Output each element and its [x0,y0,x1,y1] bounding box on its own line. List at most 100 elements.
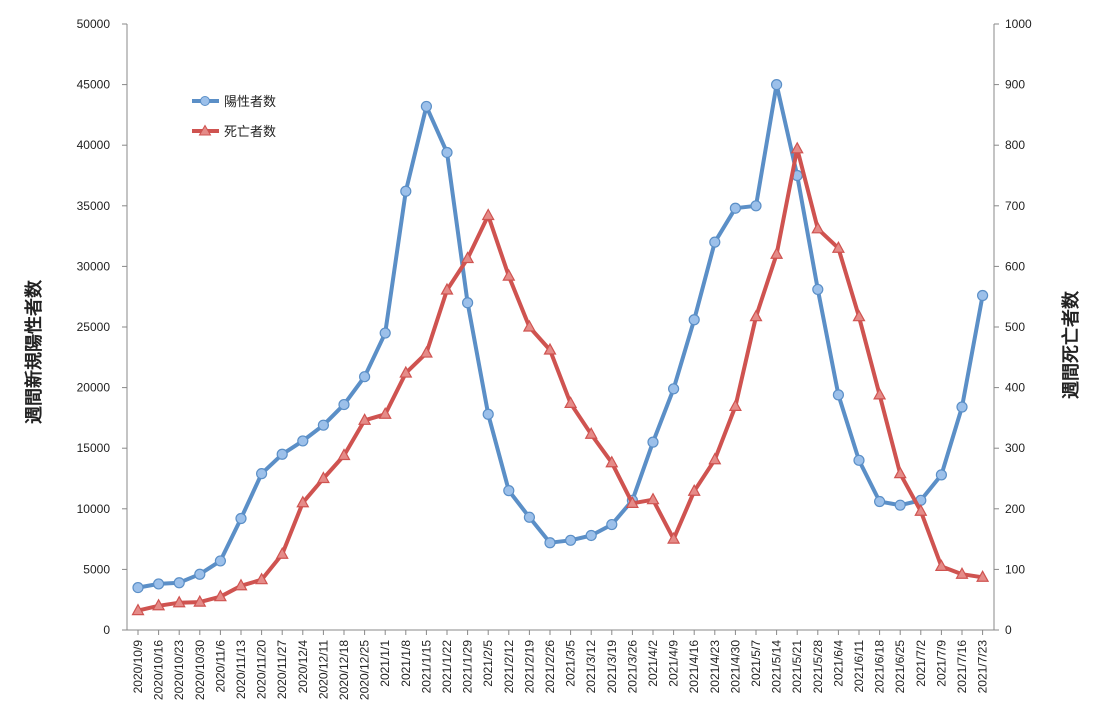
data-point-deaths [296,495,310,508]
data-point-positive [853,454,865,466]
right-y-tick-label: 200 [1005,502,1025,516]
x-tick-label: 2021/7/2 [914,640,928,687]
data-point-deaths [419,345,433,358]
data-point-deaths [172,595,186,608]
data-point-positive [441,146,453,159]
data-point-positive [606,518,618,531]
data-point-positive [729,202,742,214]
data-point-deaths [749,309,763,322]
right-y-tick-label: 0 [1005,623,1012,637]
x-tick-label: 2020/12/4 [296,640,310,694]
data-point-deaths [955,567,969,579]
data-point-deaths [873,387,887,400]
data-point-deaths [131,603,145,616]
data-point-positive [709,236,721,248]
data-point-deaths [564,396,578,408]
data-point-positive [359,371,371,383]
data-point-deaths [358,413,372,425]
data-point-positive [379,327,391,339]
data-point-positive [750,200,762,212]
data-point-deaths [811,221,825,234]
left-y-tick-label: 40000 [77,138,111,152]
data-point-positive [276,448,288,460]
data-point-positive [647,436,659,448]
x-tick-label: 2021/5/21 [790,640,804,694]
x-tick-label: 2021/5/14 [770,640,784,694]
x-tick-label: 2020/10/30 [193,640,207,700]
data-point-positive [338,398,350,411]
data-point-positive [214,555,226,567]
data-point-positive [812,283,824,296]
data-point-positive [770,78,783,91]
data-point-positive [297,435,309,447]
series-deaths [131,141,990,616]
data-point-deaths [625,496,639,508]
x-tick-label: 2021/5/28 [811,640,825,694]
x-tick-label: 2021/1/1 [378,640,392,687]
plot-area [126,24,995,631]
data-point-deaths [378,407,392,419]
x-tick-label: 2021/3/26 [625,640,639,694]
right-y-tick-label: 500 [1005,320,1025,334]
x-tick-label: 2020/11/27 [275,640,289,699]
left-y-tick-label: 30000 [77,259,111,273]
left-y-tick-label: 5000 [83,562,110,576]
left-y-tick-label: 45000 [77,78,111,92]
x-tick-label: 2020/11/13 [234,640,248,699]
data-point-positive [976,289,989,302]
data-point-positive [153,578,165,590]
series-layer [131,78,990,616]
data-point-positive [132,581,144,594]
left-y-ticks: 0 5000 10000 15000 20000 25000 30000 35000 40000… [77,17,127,637]
data-point-positive [956,401,968,413]
data-point-deaths [543,342,557,355]
data-point-positive [523,511,536,523]
data-point-deaths [770,247,784,259]
x-tick-label: 2021/6/11 [852,640,866,693]
right-y-ticks: 0 100 200 300 400 500 600 700 800 900 1000 [994,17,1032,637]
data-point-deaths [728,399,742,411]
data-point-deaths [914,503,928,516]
data-point-deaths [461,251,475,264]
left-y-tick-label: 10000 [77,502,111,516]
right-y-tick-label: 300 [1005,441,1025,455]
data-point-deaths [152,598,166,611]
x-tick-label: 2021/6/18 [873,640,887,694]
x-tick-label: 2020/12/11 [316,640,330,699]
x-tick-label: 2021/7/9 [934,640,948,687]
data-point-positive [832,389,845,401]
data-point-positive [194,568,206,580]
data-point-deaths [893,466,907,479]
left-y-axis-title: 週間新規陽性者数 [23,279,45,424]
x-tick-label: 2021/6/4 [831,640,845,687]
data-point-positive [400,185,412,197]
data-point-deaths [440,282,454,295]
data-point-deaths [790,141,804,154]
data-point-deaths [708,452,722,465]
x-tick-label: 2021/4/9 [667,640,681,687]
data-point-positive [894,499,906,511]
data-point-positive [667,383,680,395]
x-tick-label: 2021/4/2 [646,640,660,687]
left-y-tick-label: 0 [103,623,110,637]
x-tick-label: 2021/1/22 [440,640,454,694]
x-tick-label: 2021/2/19 [522,640,536,694]
x-tick-label: 2021/1/15 [419,640,433,694]
data-point-positive [173,577,185,589]
data-point-deaths [337,448,351,461]
data-point-deaths [316,471,330,484]
x-tick-label: 2021/2/26 [543,640,557,694]
legend-item-deaths: 死亡者数 [192,124,276,140]
data-point-deaths [831,240,845,253]
x-tick-label: 2021/7/16 [955,640,969,694]
data-point-deaths [687,483,701,496]
left-y-tick-label: 25000 [77,320,111,334]
x-tick-label: 2021/4/16 [687,640,701,694]
legend: 陽性者数 死亡者数 [192,95,276,140]
x-tick-label: 2021/7/23 [976,640,990,694]
right-y-tick-label: 900 [1005,78,1025,92]
x-tick-label: 2021/5/7 [749,640,763,687]
x-ticks: 2020/10/9 2020/10/16 2020/10/23 2020/10/30 2… [131,630,990,700]
data-point-deaths [584,427,598,439]
